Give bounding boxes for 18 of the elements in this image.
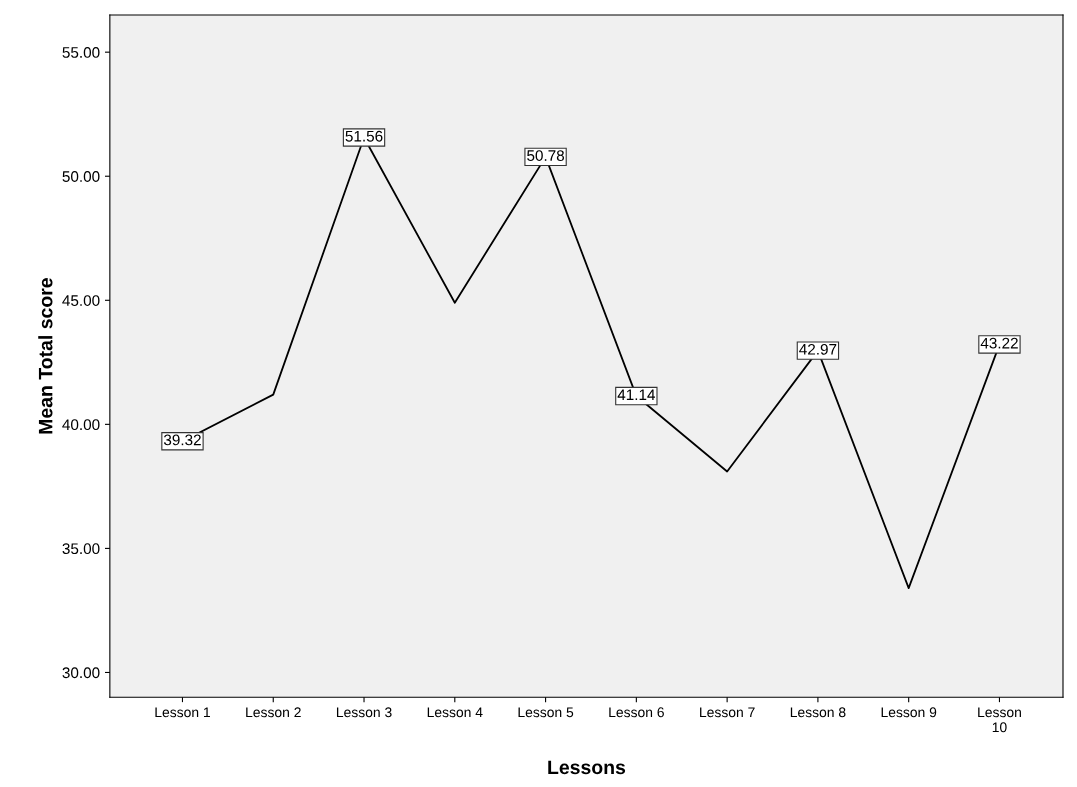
x-tick-label: Lesson 9 <box>881 707 937 718</box>
y-axis-title: Mean Total score <box>38 278 53 434</box>
y-tick-label: 50.00 <box>62 171 100 182</box>
y-tick-label: 45.00 <box>62 295 100 306</box>
y-tick-label: 55.00 <box>62 47 100 58</box>
x-tick-label: Lesson 6 <box>609 707 664 718</box>
y-tick-label: 35.00 <box>62 543 100 555</box>
y-tick-label: 30.00 <box>62 667 100 679</box>
x-tick-label: Lesson 10 <box>978 707 1021 733</box>
x-tick-label: Lesson 4 <box>427 707 483 718</box>
x-tick-label: Lesson 5 <box>518 707 574 718</box>
x-tick-label: Lesson 8 <box>790 707 846 718</box>
x-tick-label: Lesson 3 <box>336 707 392 718</box>
x-tick-label: Lesson 1 <box>155 707 210 718</box>
x-tick-label: Lesson 2 <box>246 707 301 718</box>
x-axis-title: Lessons <box>548 760 626 775</box>
y-tick-label: 40.00 <box>62 419 100 431</box>
x-tick-label: Lesson 7 <box>700 707 755 718</box>
